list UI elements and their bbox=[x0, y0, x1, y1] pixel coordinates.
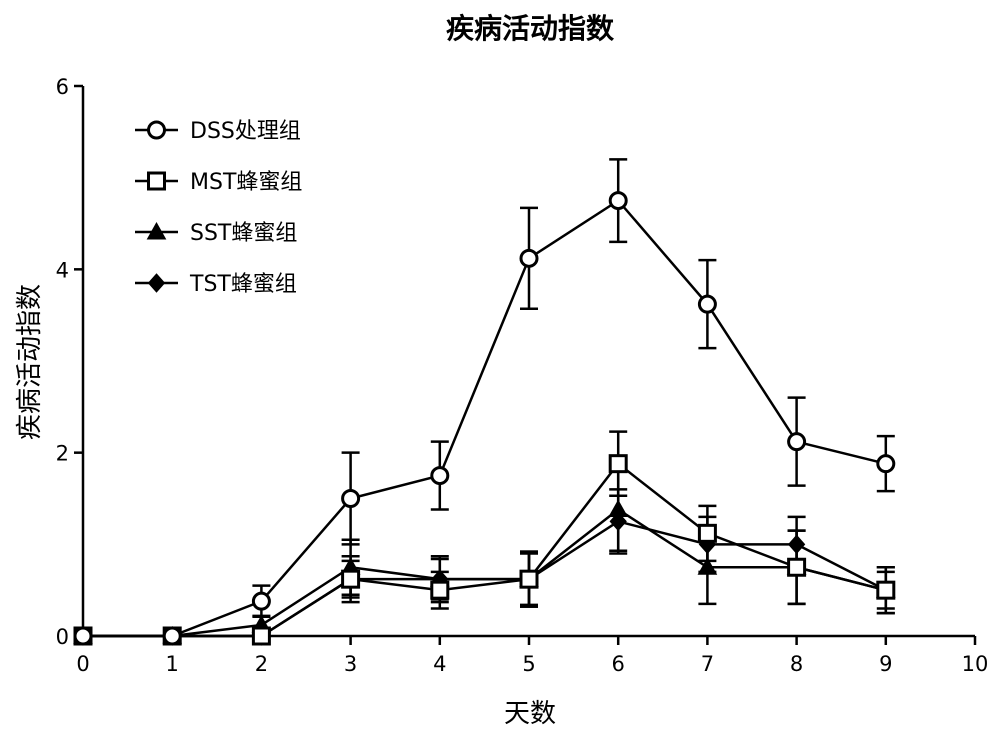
data-point bbox=[341, 569, 361, 589]
legend-item: DSS处理组 bbox=[135, 119, 301, 144]
chart-title: 疾病活动指数 bbox=[446, 12, 615, 45]
data-point bbox=[787, 432, 807, 452]
legend-label: SST蜂蜜组 bbox=[190, 221, 297, 246]
series-DSS处理组 bbox=[73, 158, 896, 646]
x-tick-label: 7 bbox=[701, 652, 714, 676]
x-tick-label: 2 bbox=[255, 652, 268, 676]
data-point bbox=[251, 626, 271, 646]
legend-label: DSS处理组 bbox=[190, 119, 301, 144]
y-tick-label: 4 bbox=[56, 258, 69, 282]
data-point bbox=[519, 569, 539, 589]
legend-label: TST蜂蜜组 bbox=[189, 272, 297, 297]
x-tick-label: 0 bbox=[76, 652, 89, 676]
data-point bbox=[697, 557, 718, 575]
data-point bbox=[519, 248, 539, 268]
data-point bbox=[608, 454, 628, 474]
x-tick-label: 3 bbox=[344, 652, 357, 676]
x-axis-label: 天数 bbox=[504, 699, 556, 729]
data-point bbox=[162, 626, 182, 646]
y-tick-label: 0 bbox=[56, 625, 69, 649]
x-tick-label: 8 bbox=[790, 652, 803, 676]
legend-item: SST蜂蜜组 bbox=[135, 221, 297, 246]
legend-marker bbox=[146, 221, 167, 240]
data-point bbox=[697, 523, 717, 543]
legend: DSS处理组 MST蜂蜜组 SST蜂蜜组 TST蜂蜜组 bbox=[135, 119, 302, 297]
y-tick-label: 6 bbox=[56, 75, 69, 99]
x-tick-label: 4 bbox=[433, 652, 446, 676]
data-point bbox=[697, 294, 717, 314]
data-point bbox=[430, 466, 450, 486]
legend-marker bbox=[147, 273, 166, 293]
data-point bbox=[876, 580, 896, 600]
legend-item: TST蜂蜜组 bbox=[135, 272, 297, 297]
y-axis-label: 疾病活动指数 bbox=[15, 284, 45, 440]
series-line bbox=[83, 507, 887, 638]
data-point bbox=[430, 580, 450, 600]
x-tick-label: 1 bbox=[166, 652, 179, 676]
data-point bbox=[73, 626, 93, 646]
data-point bbox=[787, 557, 807, 577]
legend-marker bbox=[147, 120, 166, 140]
series-SST蜂蜜组 bbox=[73, 467, 896, 644]
data-point bbox=[608, 499, 629, 517]
x-tick-label: 10 bbox=[962, 652, 989, 676]
data-point bbox=[341, 489, 361, 508]
legend-marker bbox=[147, 171, 166, 191]
data-point bbox=[876, 454, 896, 474]
series-layer bbox=[73, 158, 896, 646]
series-line bbox=[83, 461, 887, 638]
data-point bbox=[608, 191, 628, 211]
legend-item: MST蜂蜜组 bbox=[135, 170, 302, 195]
legend-label: MST蜂蜜组 bbox=[190, 170, 302, 195]
x-tick-label: 9 bbox=[879, 652, 892, 676]
x-tick-label: 5 bbox=[522, 652, 535, 676]
series-MST蜂蜜组 bbox=[73, 430, 896, 646]
series-line bbox=[83, 198, 887, 638]
y-tick-label: 2 bbox=[56, 442, 69, 466]
x-tick-label: 6 bbox=[612, 652, 625, 676]
data-point bbox=[251, 591, 271, 611]
